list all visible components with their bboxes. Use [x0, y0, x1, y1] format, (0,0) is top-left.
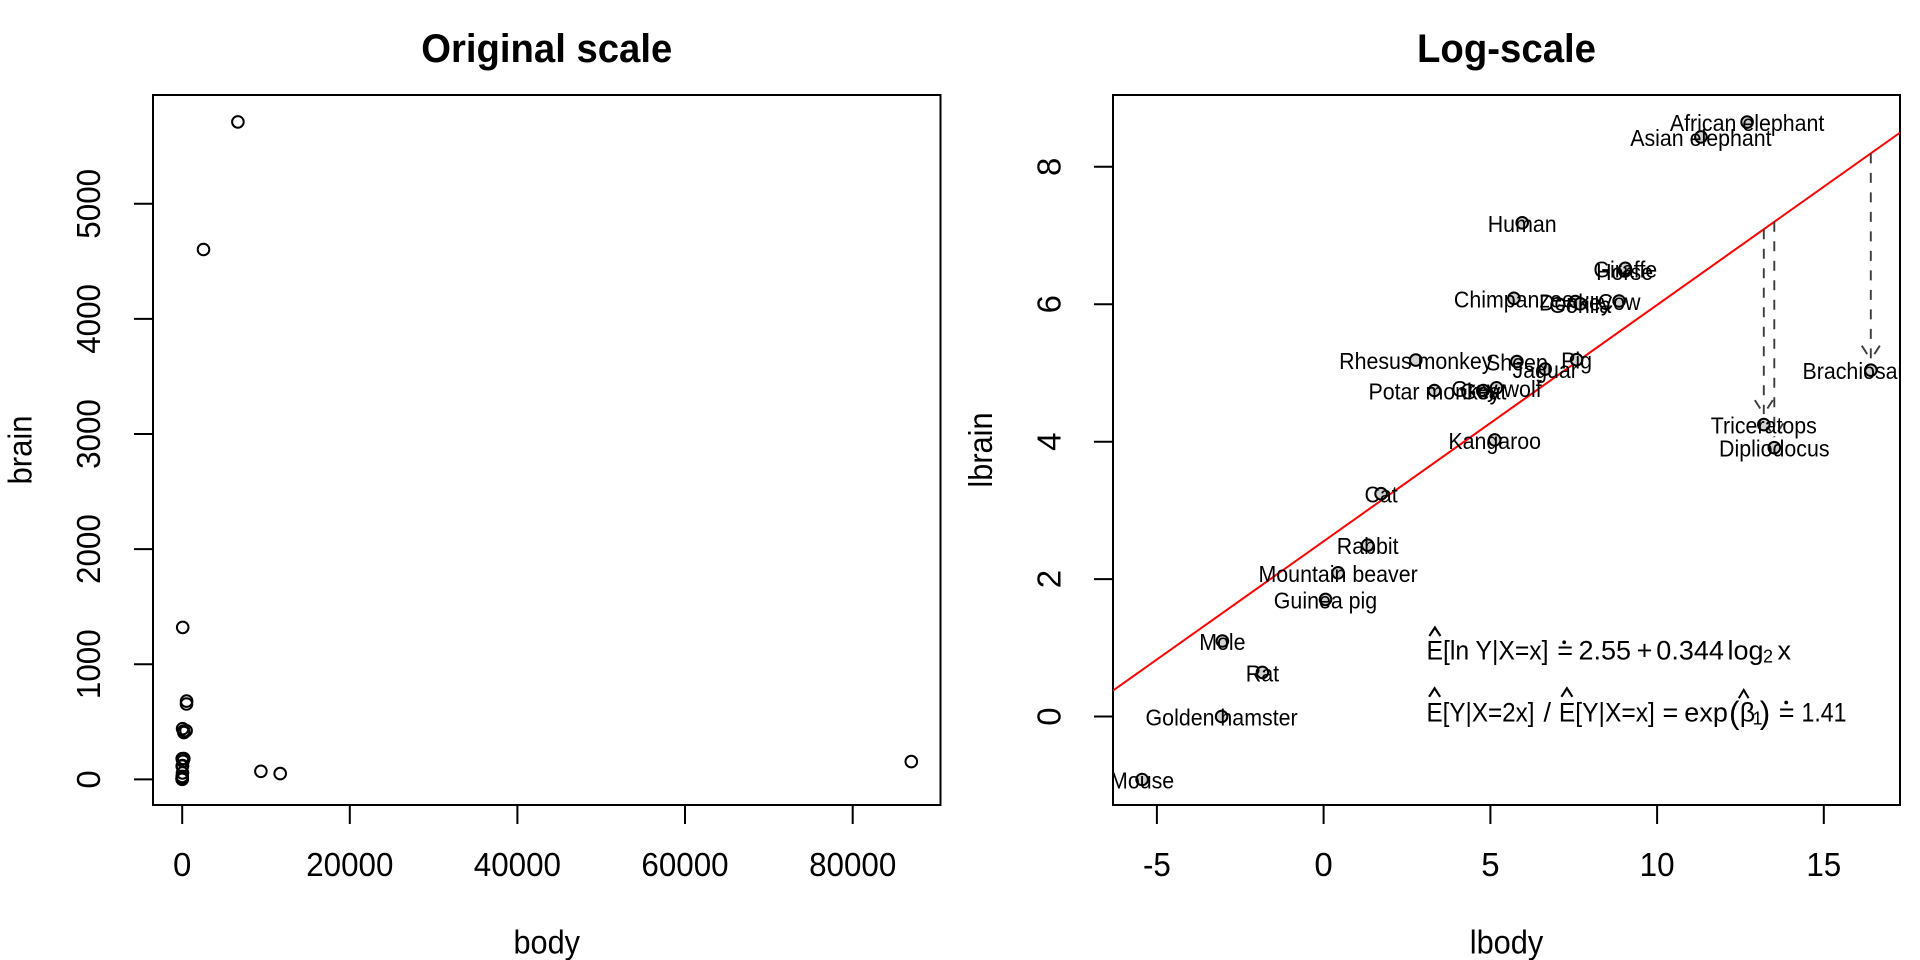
svg-text:Brachiosaurus: Brachiosaurus [1803, 358, 1920, 384]
svg-text:E[Y|X=x]: E[Y|X=x] [1559, 697, 1655, 727]
svg-text:body: body [514, 924, 581, 960]
svg-text:Log-scale: Log-scale [1417, 27, 1596, 71]
svg-text:Golden hamster: Golden hamster [1146, 705, 1298, 731]
svg-text:20000: 20000 [306, 846, 393, 883]
svg-text:0: 0 [70, 770, 107, 788]
svg-text:2.55: 2.55 [1579, 635, 1632, 665]
svg-text:5: 5 [1481, 846, 1499, 883]
svg-text:6: 6 [1031, 295, 1068, 313]
svg-text:0: 0 [1314, 846, 1332, 883]
svg-text:2000: 2000 [70, 514, 107, 584]
svg-text:Jaguar: Jaguar [1513, 357, 1579, 383]
svg-text:Rabbit: Rabbit [1337, 533, 1399, 559]
svg-text:Grey wolf: Grey wolf [1451, 376, 1542, 402]
svg-text:+: + [1637, 635, 1653, 665]
svg-text:0.344: 0.344 [1656, 635, 1724, 665]
svg-text:Chimpanzee: Chimpanzee [1454, 286, 1574, 312]
svg-text:brain: brain [1, 416, 38, 485]
svg-text:/: / [1544, 697, 1552, 727]
svg-text:1000: 1000 [70, 629, 107, 699]
svg-text:x: x [1778, 635, 1792, 665]
svg-text:Sheep: Sheep [1486, 350, 1548, 376]
svg-text:4000: 4000 [70, 284, 107, 354]
svg-text:(: ( [1729, 694, 1740, 730]
svg-text:Mouse: Mouse [1110, 768, 1174, 794]
svg-text:Donkey: Donkey [1539, 290, 1612, 316]
svg-text:80000: 80000 [809, 846, 896, 883]
svg-text:4: 4 [1031, 433, 1068, 451]
svg-text:E[ln Y|X=x]: E[ln Y|X=x] [1427, 635, 1549, 665]
svg-text:Mountain beaver: Mountain beaver [1259, 561, 1419, 587]
svg-text:60000: 60000 [641, 846, 728, 883]
svg-text:Cow: Cow [1598, 289, 1641, 315]
svg-text:Guinea pig: Guinea pig [1274, 587, 1377, 613]
svg-text:log: log [1728, 635, 1764, 665]
svg-text:): ) [1760, 694, 1771, 730]
svg-text:Potar monkey: Potar monkey [1368, 379, 1500, 405]
svg-text:1.41: 1.41 [1802, 697, 1847, 727]
svg-text:Mole: Mole [1199, 629, 1245, 655]
svg-text:lbody: lbody [1470, 924, 1544, 960]
svg-text:Giraffe: Giraffe [1593, 256, 1657, 282]
svg-text:African elephant: African elephant [1670, 110, 1825, 136]
svg-text:0: 0 [173, 846, 191, 883]
svg-text:Original scale: Original scale [421, 27, 672, 71]
svg-text:Dipliodocus: Dipliodocus [1719, 436, 1830, 462]
svg-text:2: 2 [1031, 570, 1068, 588]
svg-text:15: 15 [1806, 846, 1841, 883]
svg-text:β: β [1740, 697, 1756, 727]
svg-text:lbrain: lbrain [962, 412, 999, 487]
svg-text:-5: -5 [1143, 846, 1171, 883]
svg-text:Cat: Cat [1364, 482, 1398, 508]
svg-text:Rat: Rat [1246, 660, 1280, 686]
svg-text:0: 0 [1031, 707, 1068, 725]
svg-text:E[Y|X=2x]: E[Y|X=2x] [1427, 697, 1535, 727]
svg-text:10: 10 [1640, 846, 1675, 883]
svg-text:Rhesus monkey: Rhesus monkey [1339, 348, 1493, 374]
svg-text:exp: exp [1684, 697, 1728, 727]
svg-text:2: 2 [1763, 647, 1773, 667]
svg-text:=: = [1779, 697, 1795, 727]
svg-text:5000: 5000 [70, 169, 107, 239]
svg-text:Goat: Goat [1460, 379, 1507, 405]
svg-text:Asian elephant: Asian elephant [1630, 125, 1772, 151]
svg-text:Gorilla: Gorilla [1549, 292, 1611, 318]
svg-text:8: 8 [1031, 158, 1068, 176]
svg-text:=: = [1557, 635, 1573, 665]
svg-text:3000: 3000 [70, 399, 107, 469]
svg-text:=: = [1663, 697, 1679, 727]
svg-text:Horse: Horse [1596, 259, 1653, 285]
svg-text:Kangaroo: Kangaroo [1448, 428, 1541, 454]
svg-text:Human: Human [1488, 211, 1557, 237]
svg-text:40000: 40000 [474, 846, 561, 883]
svg-text:1: 1 [1753, 709, 1763, 729]
svg-text:Pig: Pig [1561, 348, 1592, 374]
svg-text:Triceratops: Triceratops [1711, 413, 1817, 439]
